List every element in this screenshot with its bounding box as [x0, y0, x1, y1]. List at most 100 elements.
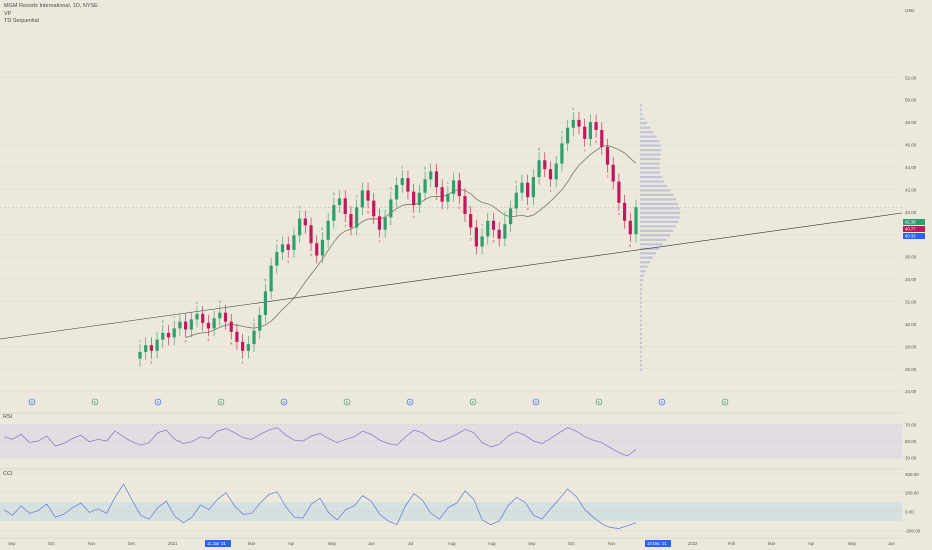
- candle-body: [229, 321, 233, 332]
- cci-line: [3, 483, 637, 529]
- candle-body: [565, 127, 570, 144]
- candle-body: [292, 235, 296, 250]
- candle-body: [554, 163, 558, 180]
- candle-body: [360, 190, 364, 208]
- vp-bar: [640, 265, 648, 268]
- candle-body: [520, 182, 524, 193]
- event-marker: [91, 398, 99, 406]
- candle-body: [497, 229, 501, 239]
- td-count: 3: [458, 206, 460, 210]
- td-count: 8: [435, 197, 437, 201]
- candle-body: [514, 192, 518, 209]
- candle-body: [423, 179, 427, 193]
- trendline: [0, 212, 903, 340]
- price-label-badge: [903, 233, 925, 239]
- price-tick-label: 52.00: [905, 75, 917, 80]
- candle-body: [269, 265, 273, 292]
- time-tick-label: May: [848, 541, 857, 546]
- vp-bar: [640, 252, 656, 255]
- event-marker-letter: D: [535, 400, 538, 405]
- td-count: 8: [230, 342, 232, 346]
- vp-bar: [640, 180, 665, 183]
- volume-profile: [640, 104, 681, 371]
- price-tick-label: 24.00: [905, 389, 917, 394]
- vp-bar: [640, 364, 642, 367]
- vp-bar: [640, 135, 657, 138]
- time-tick-label: Jun: [888, 541, 895, 546]
- candle-body: [315, 243, 319, 256]
- vp-bar: [640, 328, 642, 331]
- event-marker: [406, 398, 414, 406]
- candle-body: [531, 177, 535, 198]
- vp-bar: [640, 104, 642, 107]
- candle-body: [474, 227, 478, 247]
- indicator-vp[interactable]: VP: [4, 10, 12, 17]
- vp-bar: [640, 359, 642, 362]
- event-marker: [658, 398, 666, 406]
- td-count: 7: [173, 316, 175, 320]
- price-tick-label: 36.00: [905, 255, 917, 260]
- candle-body: [634, 207, 638, 235]
- event-marker-letter: E: [94, 400, 97, 405]
- td-count: 9: [287, 260, 289, 264]
- vp-bar: [640, 238, 667, 241]
- td-count: 9: [492, 240, 494, 244]
- td-count: 9: [390, 187, 392, 191]
- vp-bar: [640, 207, 680, 210]
- candle-body: [508, 208, 513, 225]
- td-count: 6: [629, 244, 631, 248]
- candle-body: [201, 313, 205, 323]
- td-count: 9: [185, 339, 187, 343]
- candle-body: [366, 190, 370, 201]
- event-marker: [595, 398, 603, 406]
- td-count: 2: [196, 301, 198, 305]
- candle-body: [206, 322, 211, 329]
- candle-body: [577, 119, 581, 127]
- event-marker-letter: E: [220, 400, 223, 405]
- candle-body: [332, 205, 336, 221]
- vp-bar: [640, 270, 646, 273]
- candle-body: [383, 217, 387, 230]
- price-label-text: 40.33: [905, 234, 916, 239]
- vp-bar: [640, 261, 651, 264]
- vp-bar: [640, 310, 642, 313]
- price-label-text: 42.38: [905, 220, 916, 225]
- candle-body: [583, 126, 587, 139]
- td-count: 2: [606, 175, 608, 179]
- event-marker-letter: E: [346, 400, 349, 405]
- candle-body: [355, 207, 359, 228]
- price-tick-label: 50.00: [905, 98, 917, 103]
- vp-bar: [640, 229, 674, 232]
- indicator-td[interactable]: TD Sequential: [4, 18, 39, 24]
- time-tick-label: Oct: [48, 541, 55, 546]
- time-tick-label: Mar: [768, 541, 776, 546]
- candle-body: [155, 339, 159, 351]
- td-count: 5: [264, 279, 266, 283]
- candle-body: [349, 214, 353, 228]
- candle-body: [537, 160, 541, 178]
- time-tick-label: Aug: [448, 541, 456, 546]
- candle-body: [309, 225, 313, 244]
- candle-body: [526, 182, 530, 198]
- vp-bar: [640, 305, 642, 309]
- vp-bar: [640, 314, 642, 318]
- candle-body: [617, 181, 621, 203]
- cci-label: CCI: [3, 471, 13, 477]
- td-sequential-marks: 1 3 5 7 9 2 4 6 8 1 3 5 7 9 2 4 6 8 1 3 5 7 9 2 4 6 8 1 3 5 7 9 2 4 6 8 1 3 5 7…: [139, 107, 631, 365]
- rsi-band: [0, 424, 902, 458]
- price-tick-label: 44.00: [905, 165, 917, 170]
- candle-body: [189, 319, 193, 330]
- td-count: 3: [253, 318, 255, 322]
- price-tick-label: 26.00: [905, 367, 917, 372]
- vp-bar: [640, 189, 671, 192]
- time-tick-label: Mar: [248, 541, 256, 546]
- vp-bar: [640, 288, 642, 291]
- vp-bar: [640, 279, 644, 282]
- event-marker: [28, 398, 36, 406]
- candle-body: [218, 312, 222, 319]
- time-tick-label: Jun: [368, 541, 375, 546]
- td-count: 6: [424, 166, 426, 170]
- time-tick-label: Jul: [408, 541, 413, 546]
- event-marker: [217, 398, 225, 406]
